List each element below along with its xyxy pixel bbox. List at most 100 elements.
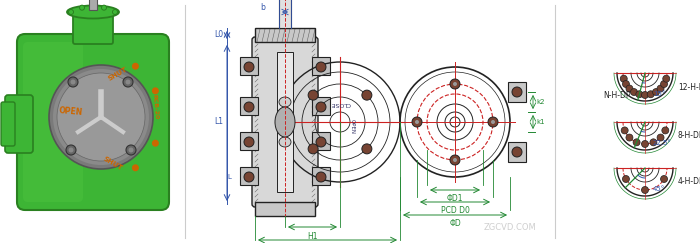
FancyBboxPatch shape [73, 12, 113, 44]
Circle shape [512, 147, 522, 157]
Circle shape [53, 69, 149, 165]
Circle shape [244, 102, 254, 112]
Text: 45°: 45° [653, 186, 665, 192]
Circle shape [450, 155, 460, 165]
Circle shape [123, 77, 133, 87]
Circle shape [125, 79, 130, 85]
Circle shape [66, 145, 76, 155]
FancyBboxPatch shape [1, 102, 15, 146]
Circle shape [102, 5, 106, 10]
FancyBboxPatch shape [23, 42, 83, 202]
Circle shape [244, 62, 254, 72]
Bar [255, 202, 315, 216]
Circle shape [69, 148, 74, 153]
Text: RCB-20: RCB-20 [151, 94, 159, 120]
Circle shape [662, 127, 668, 134]
Circle shape [652, 88, 659, 95]
Circle shape [657, 85, 664, 92]
Circle shape [308, 144, 318, 154]
Circle shape [512, 87, 522, 97]
Circle shape [316, 137, 326, 147]
Text: 22.5°: 22.5° [653, 140, 672, 146]
Text: N-H-DP: N-H-DP [603, 90, 631, 99]
Circle shape [648, 91, 654, 98]
Circle shape [126, 145, 136, 155]
Circle shape [80, 5, 85, 10]
Bar [312, 57, 330, 75]
Circle shape [453, 158, 457, 162]
Circle shape [415, 120, 419, 124]
Text: CLOSE: CLOSE [330, 102, 350, 106]
Circle shape [622, 80, 629, 87]
Circle shape [129, 148, 134, 153]
Ellipse shape [279, 137, 291, 147]
Circle shape [488, 117, 498, 127]
Text: L1: L1 [214, 118, 223, 127]
Circle shape [412, 117, 422, 127]
Circle shape [362, 90, 372, 100]
Circle shape [663, 75, 670, 82]
Circle shape [57, 73, 145, 161]
Bar [508, 142, 526, 162]
Circle shape [308, 90, 318, 100]
Circle shape [316, 172, 326, 182]
Circle shape [657, 134, 664, 141]
Bar [312, 132, 330, 150]
Circle shape [450, 79, 460, 89]
Ellipse shape [279, 97, 291, 107]
Circle shape [641, 140, 648, 148]
Bar [312, 97, 330, 115]
Circle shape [650, 139, 657, 146]
Circle shape [244, 172, 254, 182]
Ellipse shape [67, 6, 119, 18]
Text: SHUT: SHUT [107, 66, 129, 82]
Circle shape [152, 140, 159, 147]
Text: PCD D0: PCD D0 [440, 206, 470, 215]
Text: SHUT: SHUT [102, 156, 124, 172]
Text: L: L [227, 174, 231, 180]
Circle shape [491, 120, 495, 124]
Text: 12-H-DP: 12-H-DP [678, 83, 700, 92]
Text: 8-H-DP: 8-H-DP [678, 131, 700, 140]
Circle shape [636, 91, 643, 98]
Text: OPEN: OPEN [349, 120, 354, 134]
Text: 4-H-DP: 4-H-DP [678, 177, 700, 186]
Bar [279, 0, 291, 28]
Circle shape [626, 134, 633, 141]
Bar [89, 0, 97, 10]
Circle shape [631, 88, 638, 95]
Text: k2: k2 [536, 99, 545, 105]
Circle shape [152, 87, 159, 94]
Bar [240, 97, 258, 115]
Circle shape [69, 9, 74, 15]
Circle shape [132, 164, 139, 171]
Bar [508, 82, 526, 102]
Circle shape [316, 102, 326, 112]
Circle shape [113, 9, 118, 15]
Circle shape [71, 79, 76, 85]
Text: ΦD1: ΦD1 [447, 194, 463, 203]
Ellipse shape [22, 45, 170, 205]
Text: H1: H1 [307, 232, 317, 241]
Circle shape [641, 92, 648, 98]
FancyBboxPatch shape [5, 95, 33, 153]
Circle shape [453, 82, 457, 86]
Circle shape [49, 65, 153, 169]
Text: ZGCVD.COM: ZGCVD.COM [484, 223, 536, 232]
Text: ΦD: ΦD [449, 219, 461, 228]
Text: k1: k1 [536, 119, 545, 125]
Bar [312, 167, 330, 185]
Bar [240, 132, 258, 150]
Circle shape [661, 80, 668, 87]
Ellipse shape [275, 107, 295, 137]
Bar [240, 57, 258, 75]
Circle shape [244, 137, 254, 147]
Text: L0: L0 [214, 31, 223, 40]
Bar [240, 167, 258, 185]
Circle shape [316, 62, 326, 72]
Bar [255, 28, 315, 42]
Bar [277, 52, 293, 192]
Circle shape [641, 186, 648, 193]
Text: OPEN: OPEN [59, 106, 83, 118]
Circle shape [132, 63, 139, 70]
